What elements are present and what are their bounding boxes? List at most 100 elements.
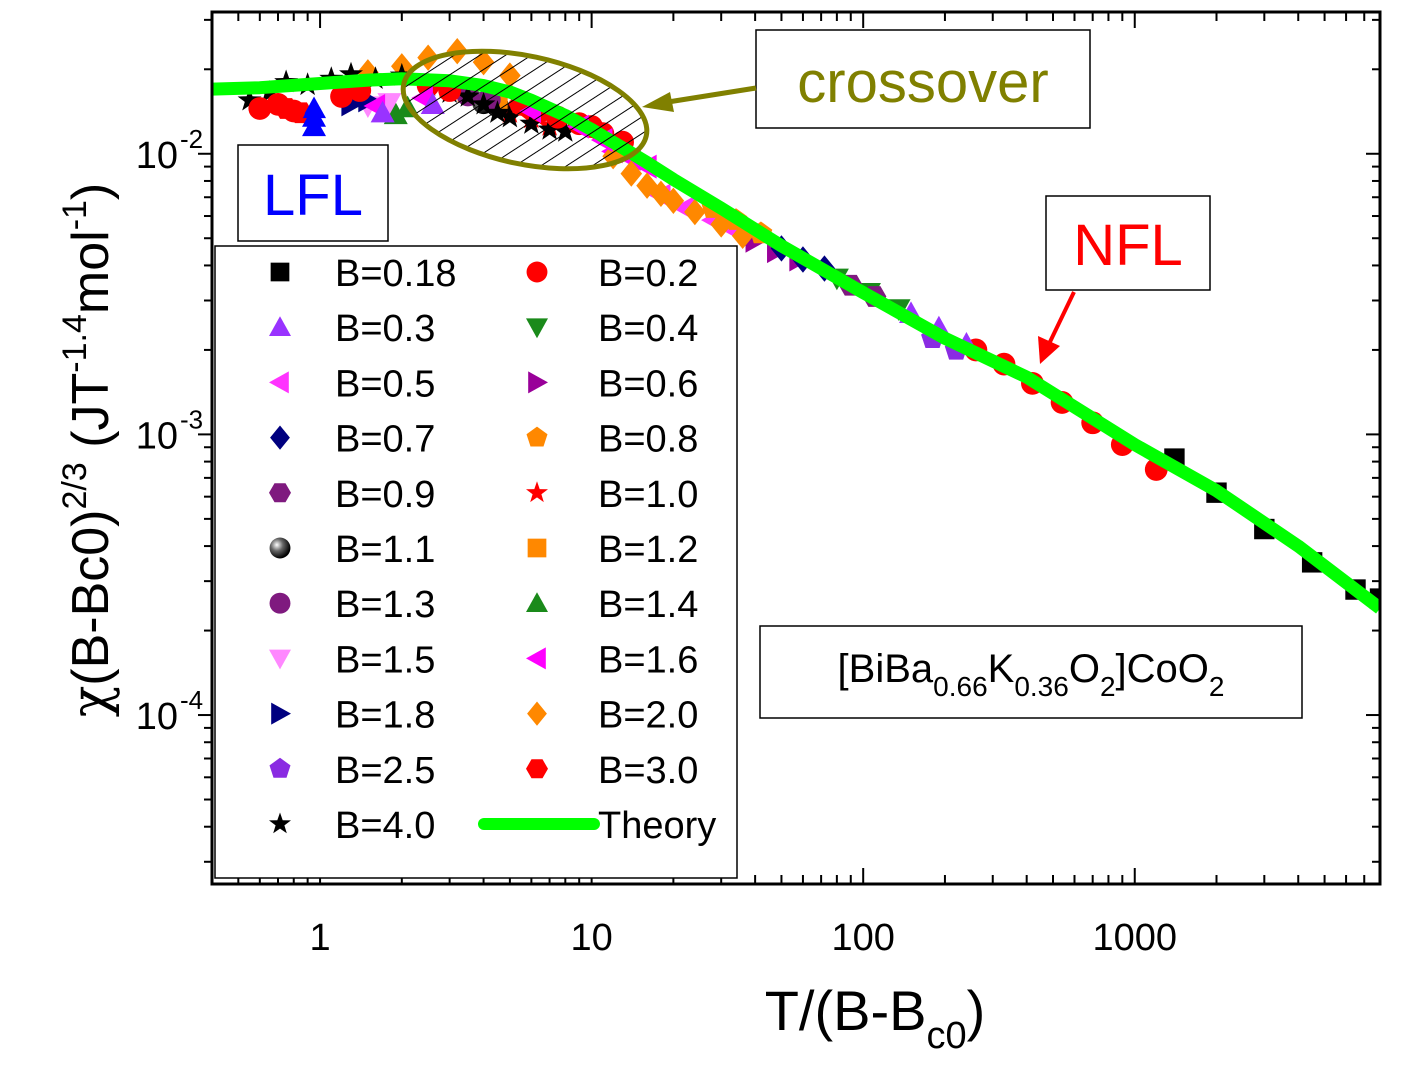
x-title-subscript: c0 xyxy=(926,1015,966,1057)
legend-label: B=1.5 xyxy=(335,639,435,681)
legend-marker xyxy=(526,481,548,503)
x-title-part: T/(B-B xyxy=(765,979,927,1042)
lfl-box xyxy=(237,144,389,242)
legend-label: B=1.4 xyxy=(598,584,698,626)
legend-label: B=2.0 xyxy=(598,695,698,737)
formula-subscript: 2 xyxy=(1209,671,1225,702)
legend-label: B=0.8 xyxy=(598,419,698,461)
data-point xyxy=(302,96,327,119)
legend-label: B=1.2 xyxy=(598,529,698,571)
y-title-superscript: -1.4 xyxy=(56,314,94,373)
legend-label: B=0.9 xyxy=(335,474,435,516)
nfl-annotation: NFL xyxy=(1038,195,1211,364)
formula-subscript: 0.36 xyxy=(1014,671,1069,702)
y-tick-label: 10 xyxy=(136,135,178,177)
y-tick-label: 10 xyxy=(136,415,178,457)
data-point xyxy=(248,97,272,120)
legend-label: B=4.0 xyxy=(335,805,435,847)
legend-label: B=0.4 xyxy=(598,308,698,350)
y-title-part: mol xyxy=(62,230,120,314)
lfl-label: LFL xyxy=(263,163,363,228)
legend-label: B=0.5 xyxy=(335,363,435,405)
formula-part: K xyxy=(988,647,1015,691)
legend-marker xyxy=(526,318,548,339)
data-point xyxy=(662,187,685,214)
crossover-box xyxy=(755,29,1091,129)
legend-label: B=0.18 xyxy=(335,253,457,295)
x-tick-label: 100 xyxy=(831,917,894,959)
data-point xyxy=(302,114,327,137)
data-point xyxy=(339,61,363,85)
legend-label: B=0.7 xyxy=(335,419,435,461)
crossover-ellipse xyxy=(400,48,650,172)
x-axis-title: T/(B-Bc0) xyxy=(765,979,986,1057)
legend-label: B=1.0 xyxy=(598,474,698,516)
legend: B=0.18 B=0.2 B=0.3 B=0.4 B=0.5 B=0.6 B=0.7 B=0.… xyxy=(214,245,738,879)
legend-label: B=0.6 xyxy=(598,363,698,405)
formula-label: [BiBa0.66K0.36O2]CoO2 xyxy=(838,647,1225,702)
crossover-arrow-shaft xyxy=(667,85,757,105)
legend-marker xyxy=(526,592,548,612)
legend-marker xyxy=(269,649,291,670)
formula-subscript: 0.66 xyxy=(933,671,988,702)
formula-part: ]CoO xyxy=(1116,647,1209,691)
legend-label: B=1.3 xyxy=(335,584,435,626)
legend-marker xyxy=(271,702,291,725)
data-point xyxy=(684,198,706,226)
y-tick-label: 10 xyxy=(136,696,178,738)
plot-frame xyxy=(210,10,1382,886)
y-title-superscript: -1 xyxy=(56,200,94,230)
formula-part: O xyxy=(1069,647,1100,691)
legend-marker xyxy=(269,592,291,614)
plot-area xyxy=(212,37,1380,614)
crossover-label: crossover xyxy=(797,50,1048,115)
y-tick-label-exponent: -3 xyxy=(180,404,203,434)
formula-box xyxy=(759,625,1303,719)
legend-marker xyxy=(270,262,290,282)
x-tick-label: 1 xyxy=(309,917,330,959)
legend-marker xyxy=(526,759,548,779)
legend-marker xyxy=(527,701,547,726)
legend-marker xyxy=(528,371,548,394)
legend-marker xyxy=(526,426,548,447)
y-title-part: (JT xyxy=(62,373,120,448)
legend-marker xyxy=(269,537,291,559)
legend-marker xyxy=(269,757,291,778)
nfl-label: NFL xyxy=(1073,213,1183,278)
x-title-part: ) xyxy=(967,979,986,1042)
data-point xyxy=(237,87,262,111)
x-tick-label: 10 xyxy=(570,917,612,959)
legend-marker xyxy=(270,425,290,450)
formula-subscript: 2 xyxy=(1100,671,1116,702)
legend-marker xyxy=(269,812,291,834)
legend-label: B=3.0 xyxy=(598,750,698,792)
data-point xyxy=(370,100,395,123)
legend-label: B=0.3 xyxy=(335,308,435,350)
y-title-part xyxy=(62,448,120,462)
legend-marker xyxy=(527,538,547,558)
y-title-part: ) xyxy=(62,183,120,200)
legend-marker xyxy=(269,316,291,336)
data-point xyxy=(282,99,306,123)
lfl-annotation: LFL xyxy=(237,144,389,242)
nfl-arrow-shaft xyxy=(1046,291,1076,347)
y-tick-label-exponent: -4 xyxy=(180,685,203,715)
legend-label: B=2.5 xyxy=(335,750,435,792)
legend-marker xyxy=(269,483,291,503)
nfl-box xyxy=(1045,195,1211,291)
formula-annotation: [BiBa0.66K0.36O2]CoO2 xyxy=(759,625,1303,719)
crossover-annotation: crossover xyxy=(642,29,1091,129)
legend-label: B=1.1 xyxy=(335,529,435,571)
legend-marker xyxy=(269,371,289,394)
legend-label: B=1.8 xyxy=(335,695,435,737)
y-title-part: (B-Bc0) xyxy=(62,510,120,686)
nfl-arrow-head xyxy=(1038,336,1060,364)
data-point xyxy=(620,160,643,187)
crossover-arrow-head xyxy=(642,92,674,112)
y-axis-title: χ(B-Bc0)2/3 (JT-1.4mol-1) xyxy=(56,183,121,718)
y-tick-label-exponent: -2 xyxy=(180,124,203,154)
y-title-superscript: 2/3 xyxy=(56,462,94,509)
legend-marker xyxy=(526,261,548,283)
